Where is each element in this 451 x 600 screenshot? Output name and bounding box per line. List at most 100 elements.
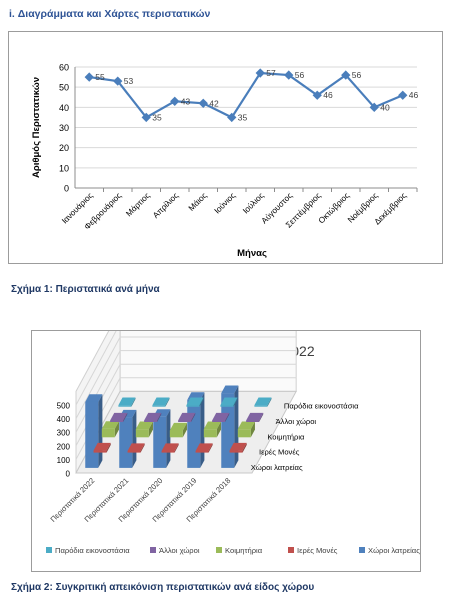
x-tick-label: Μάιος bbox=[187, 191, 209, 213]
gridline bbox=[75, 336, 297, 419]
bar bbox=[152, 397, 170, 407]
bar bbox=[212, 412, 230, 422]
bar-top bbox=[203, 421, 221, 430]
bar bbox=[118, 397, 136, 407]
bar-front bbox=[246, 420, 260, 422]
depth-axis-label: Άλλοι χώροι bbox=[276, 417, 317, 426]
legend-swatch bbox=[288, 547, 294, 553]
bar-top bbox=[229, 442, 247, 451]
data-label: 35 bbox=[152, 112, 162, 122]
y-tick-label: 10 bbox=[59, 163, 69, 173]
bar bbox=[220, 397, 238, 407]
bar bbox=[135, 421, 153, 438]
bar bbox=[161, 443, 179, 453]
bar-side bbox=[157, 412, 162, 422]
bar-front bbox=[161, 450, 175, 453]
yearly-comparison-chart: Περιστατικά ετών 2018-202201002003004005… bbox=[31, 309, 421, 572]
bar bbox=[246, 412, 264, 422]
y-tick-label: 200 bbox=[57, 442, 71, 451]
bar-side bbox=[199, 397, 204, 407]
legend-label: Χώροι λατρείας bbox=[368, 546, 420, 555]
bar-front bbox=[127, 450, 141, 453]
data-label: 46 bbox=[323, 90, 333, 100]
legend-label: Παρόδια εικονοστάσια bbox=[55, 546, 130, 555]
depth-axis-label: Παρόδια εικονοστάσια bbox=[284, 402, 359, 411]
bar-front bbox=[93, 450, 107, 453]
bar-front bbox=[203, 429, 217, 438]
depth-axis-label: Κοιμητήρια bbox=[267, 432, 305, 441]
data-label: 55 bbox=[95, 72, 105, 82]
bar-front bbox=[144, 420, 158, 422]
bar-top bbox=[178, 412, 196, 421]
bar-side bbox=[233, 397, 238, 407]
data-label: 35 bbox=[238, 112, 248, 122]
x-axis-title: Μήνας bbox=[237, 248, 267, 259]
bar-top bbox=[195, 443, 213, 451]
bar-side bbox=[148, 421, 153, 438]
bar-front bbox=[101, 428, 115, 438]
bar-front bbox=[186, 405, 200, 407]
depth-axis-label: Χώροι λατρείας bbox=[251, 463, 303, 472]
legend-swatch bbox=[216, 547, 222, 553]
bar-side bbox=[132, 409, 137, 468]
bar bbox=[254, 397, 272, 407]
bar-top bbox=[110, 412, 128, 421]
bar-top bbox=[127, 443, 145, 451]
y-tick-label: 100 bbox=[57, 456, 71, 465]
bar-side bbox=[208, 443, 213, 453]
legend-swatch bbox=[150, 547, 156, 553]
monthly-incidents-chart: 0 10 20 30 40 50 60 Ιανουάριος Φεβρουάριος Μάρτιο… bbox=[8, 31, 443, 264]
bar-side bbox=[106, 442, 111, 453]
bar-top bbox=[220, 397, 238, 406]
data-point bbox=[398, 90, 408, 100]
bar-front bbox=[229, 450, 243, 453]
y-axis-title: Αριθμός Περιστατικών bbox=[31, 77, 42, 178]
bar-side bbox=[267, 397, 272, 407]
bar bbox=[229, 442, 247, 453]
bar-front bbox=[152, 405, 166, 407]
bar-side bbox=[191, 412, 196, 422]
series-line bbox=[89, 71, 404, 119]
bar-top bbox=[101, 421, 119, 429]
data-label: 57 bbox=[266, 68, 276, 78]
data-point bbox=[198, 98, 208, 108]
bar-front bbox=[212, 420, 226, 422]
bar-top bbox=[237, 421, 255, 430]
bar-side bbox=[216, 421, 221, 438]
bar-front bbox=[220, 405, 234, 407]
bar-top bbox=[212, 412, 230, 421]
depth-axis-label: Ιερές Μονές bbox=[259, 448, 300, 457]
bar-front bbox=[85, 401, 99, 468]
bar-side bbox=[123, 412, 128, 422]
data-point bbox=[369, 102, 379, 113]
data-label: 56 bbox=[352, 70, 362, 80]
bar-side bbox=[225, 412, 230, 422]
bar-top bbox=[169, 422, 187, 431]
data-point bbox=[227, 112, 237, 123]
bar-top bbox=[118, 397, 136, 406]
bar-side bbox=[131, 397, 136, 407]
bar-top bbox=[144, 412, 162, 421]
bar-side bbox=[165, 397, 170, 407]
x-tick-label: Οκτώβριος bbox=[317, 191, 351, 225]
bar-top bbox=[135, 421, 153, 430]
y-tick-label: 300 bbox=[57, 429, 71, 438]
bar-front bbox=[118, 405, 132, 407]
y-tick-label: 60 bbox=[59, 63, 69, 73]
bar-top bbox=[221, 385, 239, 394]
bar-front bbox=[237, 429, 251, 438]
legend-label: Άλλοι χώροι bbox=[159, 546, 200, 555]
bar bbox=[85, 394, 103, 468]
bar bbox=[178, 412, 196, 422]
bar-top bbox=[161, 443, 179, 451]
data-label: 56 bbox=[295, 70, 305, 80]
bar-front bbox=[169, 430, 183, 438]
y-tick-label: 50 bbox=[59, 83, 69, 93]
figure-1-caption: Σχήμα 1: Περιστατικά ανά μήνα bbox=[11, 284, 160, 295]
bar-front bbox=[135, 429, 149, 438]
bar-side bbox=[259, 412, 264, 422]
bar-top bbox=[93, 442, 111, 451]
bar-side bbox=[242, 442, 247, 453]
bar-side bbox=[114, 421, 119, 438]
